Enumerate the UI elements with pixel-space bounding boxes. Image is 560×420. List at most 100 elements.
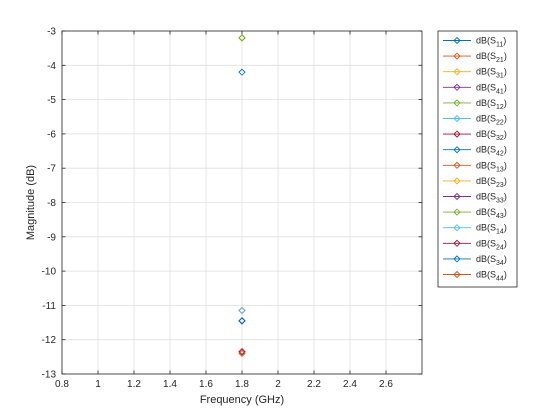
legend-label: dB(S32) <box>476 129 507 142</box>
legend-label: dB(S21) <box>476 51 507 64</box>
legend-marker <box>453 83 461 91</box>
legend-label-close: ) <box>504 270 507 280</box>
legend-label: dB(S41) <box>476 82 507 95</box>
legend-marker <box>453 114 461 123</box>
legend-label-subscript: 34 <box>496 260 504 267</box>
data-point-s34 <box>238 317 246 325</box>
y-tick-label: -5 <box>47 95 56 106</box>
legend-label-subscript: 21 <box>496 57 504 64</box>
data-point-s14 <box>238 306 246 315</box>
legend-label-close: ) <box>503 36 506 46</box>
legend-entry-s44: dB(S44) <box>443 270 507 283</box>
y-tick-label: -6 <box>47 129 56 140</box>
legend-label-subscript: 42 <box>496 151 504 158</box>
legend-entry-s23: dB(S23) <box>443 176 507 189</box>
legend-label-close: ) <box>504 254 507 264</box>
legend-entry-s24: dB(S24) <box>443 238 507 251</box>
legend-label-subscript: 32 <box>496 135 504 142</box>
legend-label-base: dB(S <box>476 51 496 61</box>
legend-label-close: ) <box>504 129 507 139</box>
y-tick-label: -12 <box>42 335 57 346</box>
legend-entry-s11: dB(S11) <box>443 36 506 49</box>
legend-label: dB(S31) <box>476 67 507 80</box>
legend-entry-s41: dB(S41) <box>443 82 507 95</box>
legend-box <box>437 30 518 288</box>
x-tick-label: 1.6 <box>199 379 213 390</box>
legend-label-close: ) <box>504 51 507 61</box>
y-tick-label: -10 <box>42 267 57 278</box>
legend-entry-s31: dB(S31) <box>443 67 507 80</box>
data-point-s44 <box>238 349 246 358</box>
legend-label: dB(S44) <box>476 270 507 283</box>
legend-label-close: ) <box>504 207 507 217</box>
y-tick-label: -3 <box>47 27 56 38</box>
legend-label: dB(S24) <box>476 238 507 251</box>
legend-marker <box>453 146 461 154</box>
legend-label: dB(S33) <box>476 192 507 205</box>
legend-label-base: dB(S <box>476 192 496 202</box>
legend-label: dB(S34) <box>476 254 507 267</box>
y-tick-label: -11 <box>42 301 56 312</box>
legend-label-close: ) <box>504 176 507 186</box>
legend-entries: dB(S11)dB(S21)dB(S31)dB(S41)dB(S12)dB(S2… <box>443 36 507 283</box>
legend-marker <box>453 270 461 279</box>
x-tick-label: 1.8 <box>235 379 249 390</box>
legend-marker <box>453 161 461 169</box>
legend-label-close: ) <box>504 67 507 77</box>
legend-label-base: dB(S <box>476 67 496 77</box>
data-point-s24 <box>238 348 246 356</box>
legend: dB(S11)dB(S21)dB(S31)dB(S41)dB(S12)dB(S2… <box>437 30 518 288</box>
legend-entry-s12: dB(S12) <box>443 98 507 111</box>
x-tick-label: 1.2 <box>127 379 141 390</box>
legend-entry-s32: dB(S32) <box>443 129 507 142</box>
data-point-s11 <box>238 68 246 76</box>
legend-marker <box>453 36 461 45</box>
y-axis-label: Magnitude (dB) <box>25 165 37 240</box>
legend-marker <box>453 130 461 138</box>
x-tick-label: 2.4 <box>343 379 357 390</box>
legend-label-base: dB(S <box>476 254 496 264</box>
legend-label-base: dB(S <box>476 207 496 217</box>
legend-entry-s13: dB(S13) <box>443 160 507 173</box>
y-tick-label: -13 <box>42 370 57 381</box>
legend-label-close: ) <box>504 98 507 108</box>
legend-label-base: dB(S <box>476 160 496 170</box>
legend-label-close: ) <box>504 192 507 202</box>
legend-label-subscript: 33 <box>496 198 504 205</box>
legend-label-base: dB(S <box>476 129 496 139</box>
legend-label: dB(S22) <box>476 114 507 127</box>
legend-entry-s34: dB(S34) <box>443 254 507 267</box>
legend-label: dB(S23) <box>476 176 507 189</box>
legend-marker <box>453 192 461 201</box>
y-tick-label: -8 <box>47 198 56 209</box>
x-axis-label: Frequency (GHz) <box>200 394 284 406</box>
legend-entry-s33: dB(S33) <box>443 192 507 205</box>
legend-label-base: dB(S <box>476 98 496 108</box>
legend-marker <box>453 68 461 76</box>
legend-label: dB(S43) <box>476 207 507 220</box>
legend-label: dB(S11) <box>476 36 506 49</box>
x-tick-label: 2.6 <box>379 379 393 390</box>
legend-marker <box>453 239 461 247</box>
legend-label-base: dB(S <box>476 238 496 248</box>
grid-lines <box>61 30 422 375</box>
legend-label-close: ) <box>504 114 507 124</box>
data-markers <box>238 34 246 358</box>
x-tick-label: 2.2 <box>307 379 321 390</box>
legend-label-subscript: 14 <box>496 229 504 236</box>
y-tick-label: -9 <box>47 232 56 243</box>
x-tick-label: 2 <box>275 379 281 390</box>
legend-label-subscript: 44 <box>496 276 504 283</box>
legend-entry-s43: dB(S43) <box>443 207 507 220</box>
legend-marker <box>453 99 461 107</box>
legend-label-subscript: 24 <box>496 244 504 251</box>
legend-marker <box>453 224 461 232</box>
legend-label: dB(S42) <box>476 145 507 158</box>
legend-label-base: dB(S <box>476 270 496 280</box>
legend-label-subscript: 23 <box>496 182 504 189</box>
legend-label-subscript: 41 <box>496 88 504 95</box>
legend-marker <box>453 52 461 60</box>
axis-ticks: 0.8 1 1.2 1.4 1.6 1.8 2 2.2 2.4 2.6 -3 -4 -5 -6 -7 -8 -9… <box>42 27 422 390</box>
legend-marker <box>453 255 461 263</box>
